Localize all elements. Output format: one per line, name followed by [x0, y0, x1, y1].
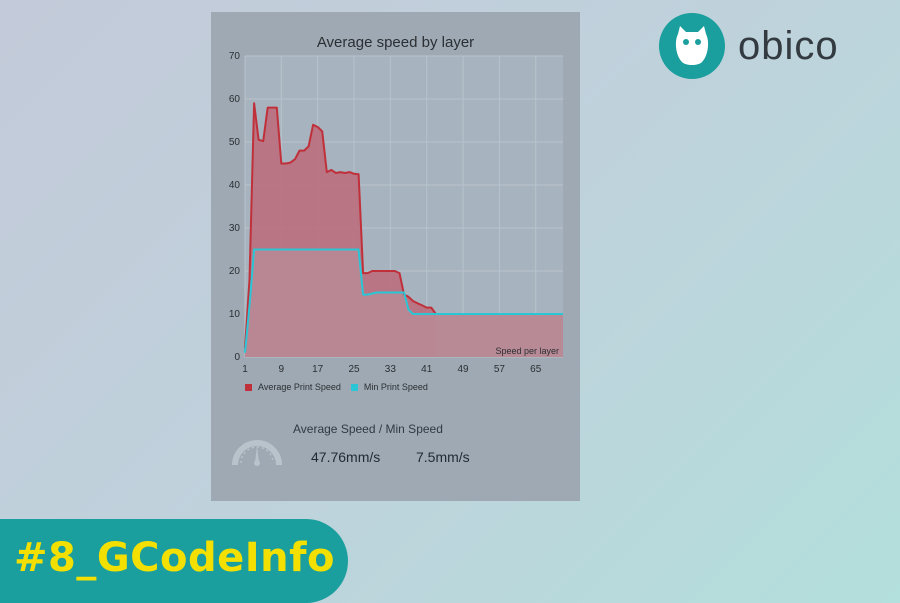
legend-swatch-min — [350, 383, 358, 391]
x-axis-label: Speed per layer — [495, 346, 559, 356]
x-tick-labels: 1 9 17 25 33 41 49 57 65 — [242, 364, 542, 375]
y-tick-labels: 0 10 20 30 40 50 60 70 — [229, 51, 241, 363]
y-tick-label: 60 — [229, 94, 241, 105]
legend-item-min[interactable]: Min Print Speed — [350, 382, 428, 392]
x-tick-label: 9 — [279, 364, 285, 375]
x-tick-label: 1 — [242, 364, 248, 375]
series-line-1 — [244, 248, 563, 353]
y-tick-label: 20 — [229, 266, 241, 277]
chart-title: Average speed by layer — [316, 34, 475, 51]
x-tick-label: 57 — [494, 364, 506, 375]
y-tick-label: 70 — [229, 51, 241, 62]
banner: #8_GCodeInfo — [0, 519, 348, 603]
legend-label-average: Average Print Speed — [258, 382, 341, 392]
min-speed-value: 7.5mm/s — [416, 449, 470, 465]
y-tick-label: 40 — [229, 180, 241, 191]
speedometer-icon — [232, 440, 282, 466]
legend-item-average[interactable]: Average Print Speed — [245, 382, 341, 392]
owl-logo-icon — [659, 13, 725, 79]
obico-logo: obico — [658, 12, 839, 80]
x-tick-label: 17 — [312, 364, 324, 375]
banner-title: #8_GCodeInfo — [14, 535, 336, 581]
x-tick-label: 65 — [530, 364, 542, 375]
y-tick-label: 0 — [234, 352, 240, 363]
speed-chart-panel: Average speed by layer 0 10 20 30 40 50 60 70 1… — [211, 12, 580, 501]
average-speed-value: 47.76mm/s — [311, 449, 381, 465]
y-tick-label: 10 — [229, 309, 241, 320]
legend-swatch-average — [245, 383, 252, 391]
chart-legend: Average Print Speed Min Print Speed — [245, 382, 428, 392]
x-tick-label: 41 — [421, 364, 433, 375]
speed-summary-label: Average Speed / Min Speed — [293, 422, 443, 436]
speed-chart: 0 10 20 30 40 50 60 70 1 9 17 25 33 41 49 57 65 Speed p… — [229, 51, 563, 375]
y-tick-label: 30 — [229, 223, 241, 234]
series-lines — [244, 102, 563, 353]
series-areas — [245, 103, 563, 357]
series-area-min-overlay — [245, 249, 563, 357]
legend-label-min: Min Print Speed — [363, 382, 428, 392]
x-tick-label: 25 — [348, 364, 360, 375]
brand-name: obico — [738, 23, 839, 68]
x-tick-label: 49 — [457, 364, 469, 375]
y-tick-label: 50 — [229, 137, 241, 148]
x-tick-label: 33 — [385, 364, 397, 375]
